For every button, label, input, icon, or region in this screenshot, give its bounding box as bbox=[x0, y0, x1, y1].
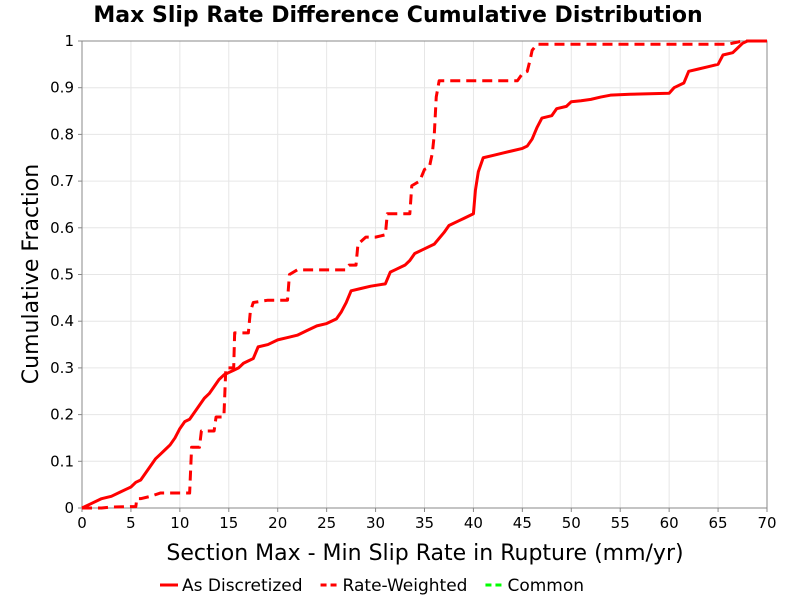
x-tick-label: 0 bbox=[77, 514, 87, 532]
y-tick-label: 0.7 bbox=[50, 172, 74, 190]
y-tick-label: 0.3 bbox=[50, 359, 74, 377]
x-tick-label: 70 bbox=[757, 514, 776, 532]
series-line-1 bbox=[82, 39, 767, 510]
series-line-0 bbox=[81, 39, 767, 510]
legend-label-1: Rate-Weighted bbox=[343, 576, 468, 596]
x-tick-label: 50 bbox=[562, 514, 581, 532]
legend-label-2: Common bbox=[507, 576, 584, 596]
x-tick-label: 25 bbox=[317, 514, 336, 532]
x-tick-label: 30 bbox=[366, 514, 385, 532]
y-tick-label: 0.8 bbox=[50, 125, 74, 143]
x-axis-label: Section Max - Min Slip Rate in Rupture (… bbox=[166, 541, 683, 566]
y-axis-label: Cumulative Fraction bbox=[19, 164, 44, 384]
chart-title: Max Slip Rate Difference Cumulative Dist… bbox=[93, 3, 702, 28]
x-tick-label: 20 bbox=[268, 514, 287, 532]
series-lines bbox=[81, 39, 767, 510]
y-tick-label: 0.5 bbox=[50, 266, 74, 284]
x-tick-label: 65 bbox=[709, 514, 728, 532]
x-tick-label: 60 bbox=[660, 514, 679, 532]
y-tick-label: 1 bbox=[64, 32, 74, 50]
x-tick-label: 15 bbox=[219, 514, 238, 532]
y-tick-label: 0.1 bbox=[50, 452, 74, 470]
x-tick-label: 55 bbox=[611, 514, 630, 532]
y-tick-label: 0.9 bbox=[50, 79, 74, 97]
x-tick-label: 35 bbox=[415, 514, 434, 532]
y-tick-label: 0.6 bbox=[50, 219, 74, 237]
x-tick-label: 5 bbox=[126, 514, 136, 532]
x-tick-label: 40 bbox=[464, 514, 483, 532]
x-tick-label: 10 bbox=[170, 514, 189, 532]
y-tick-label: 0 bbox=[64, 499, 74, 517]
y-tick-label: 0.4 bbox=[50, 312, 74, 330]
legend-label-0: As Discretized bbox=[182, 576, 303, 596]
legend: As Discretized Rate-Weighted Common bbox=[160, 576, 584, 596]
x-tick-label: 45 bbox=[513, 514, 532, 532]
y-tick-label: 0.2 bbox=[50, 406, 74, 424]
axis-ticks: 0 5 10 15 20 25 30 35 40 45 50 55 60 65 70 0 0.1 0.2 0.3 0.… bbox=[50, 32, 776, 532]
